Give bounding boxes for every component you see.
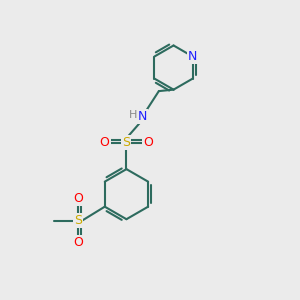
Text: O: O <box>100 136 110 149</box>
Text: N: N <box>188 50 197 63</box>
Text: S: S <box>74 214 82 227</box>
Text: O: O <box>73 192 83 205</box>
Text: N: N <box>138 110 147 123</box>
Text: O: O <box>73 236 83 249</box>
Text: H: H <box>129 110 137 120</box>
Text: O: O <box>143 136 153 149</box>
Text: S: S <box>122 136 130 149</box>
